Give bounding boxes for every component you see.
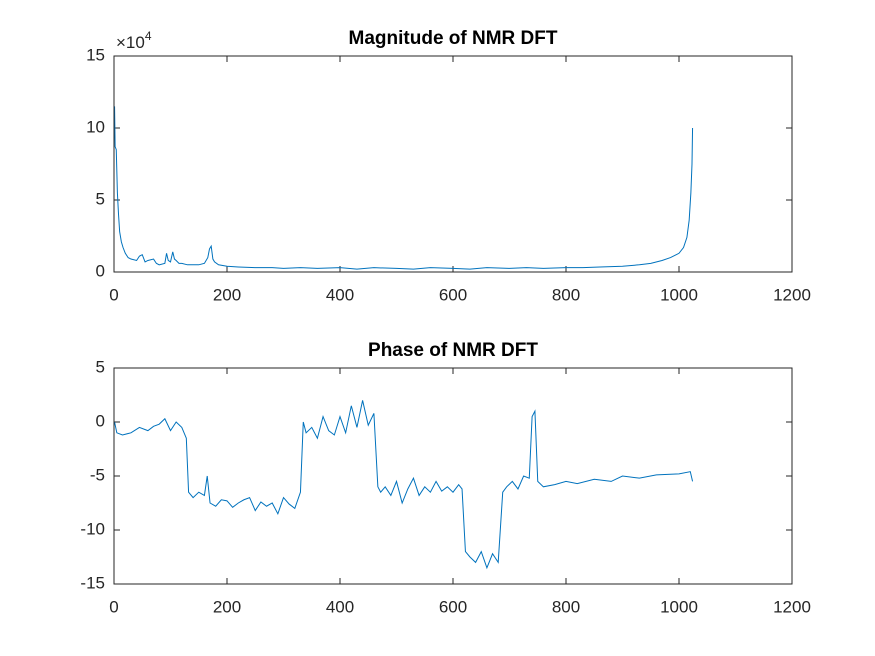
axes-background (114, 368, 792, 584)
chart-title: Phase of NMR DFT (368, 340, 538, 361)
x-tick-label: 0 (109, 597, 118, 616)
y-tick-label: -10 (80, 519, 105, 538)
x-tick-label: 200 (213, 285, 241, 304)
axes-box (113, 55, 793, 273)
x-tick-label: 400 (326, 597, 354, 616)
x-tick-label: 400 (326, 285, 354, 304)
y-multiplier: ×104 (116, 29, 152, 52)
y-tick-label: -15 (80, 573, 105, 592)
x-tick-label: 1000 (660, 285, 698, 304)
x-tick-label: 200 (213, 597, 241, 616)
y-multiplier-base: ×10 (116, 33, 145, 52)
x-tick-label: 600 (439, 597, 467, 616)
data-line (114, 400, 694, 570)
x-tick-label: 1200 (773, 285, 811, 304)
data-line (114, 106, 694, 270)
x-tick-label: 600 (439, 285, 467, 304)
y-tick-label: 5 (96, 189, 105, 208)
x-tick-label: 1200 (773, 597, 811, 616)
y-tick-label: 15 (86, 45, 105, 64)
y-multiplier-power: 4 (145, 29, 152, 43)
chart-title: Magnitude of NMR DFT (349, 28, 558, 49)
y-tick-label: -5 (90, 465, 105, 484)
x-tick-label: 800 (552, 285, 580, 304)
x-tick-label: 0 (109, 285, 118, 304)
x-tick-label: 800 (552, 597, 580, 616)
x-tick-label: 1000 (660, 597, 698, 616)
axes-box (113, 367, 793, 585)
axes-background (114, 56, 792, 272)
y-tick-label: 5 (96, 357, 105, 376)
y-tick-label: 10 (86, 117, 105, 136)
y-tick-label: 0 (96, 411, 105, 430)
y-tick-label: 0 (96, 261, 105, 280)
